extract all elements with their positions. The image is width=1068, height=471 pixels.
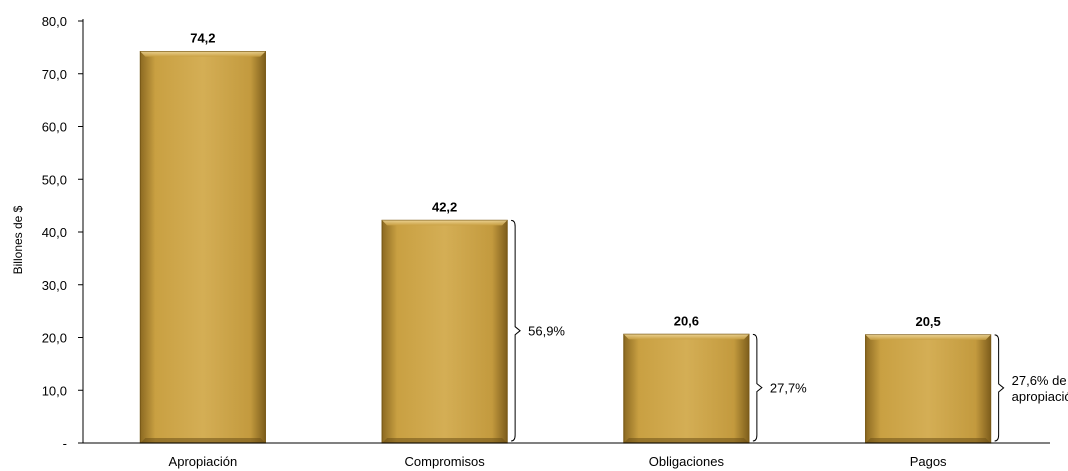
y-tick-label: 50,0	[42, 172, 67, 187]
y-tick-label: 60,0	[42, 120, 67, 135]
bar-body	[139, 50, 266, 444]
x-axis: Apropiación Compromisos Obligaciones Pagos	[83, 442, 1050, 469]
bracket	[511, 219, 521, 442]
bar-shade	[865, 438, 991, 443]
data-label: 74,2	[190, 31, 215, 46]
x-tick-label: Apropiación	[169, 454, 238, 469]
y-axis: - 10,0 20,0 30,0 40,0 50,0 60,0 70,0 80,0	[42, 14, 84, 451]
annotation-text: 56,9%	[528, 324, 565, 339]
bar-body	[623, 333, 750, 444]
bar-shade	[623, 438, 749, 443]
percentage-annotation: 27,6% de laapropiación Total	[994, 334, 1068, 442]
bar-apropiación: 74,2	[139, 31, 266, 444]
y-tick-label: 40,0	[42, 225, 67, 240]
y-tick-label: 70,0	[42, 67, 67, 82]
bar-bevel	[623, 334, 749, 340]
bar-shade	[140, 438, 266, 443]
bar-bevel	[865, 334, 991, 340]
y-tick-label: 20,0	[42, 331, 67, 346]
bracket	[752, 333, 763, 442]
bar-obligaciones: 20,6	[623, 313, 750, 444]
bar-shade	[382, 438, 508, 443]
data-label: 42,2	[432, 199, 457, 214]
percentage-annotation: 27,7%	[752, 333, 807, 442]
bar-compromisos: 42,2	[381, 199, 508, 444]
bracket	[994, 334, 1005, 442]
y-tick-label: 30,0	[42, 278, 67, 293]
data-label: 20,5	[915, 314, 940, 329]
x-tick-label: Compromisos	[405, 454, 486, 469]
bar-body	[381, 219, 508, 444]
bar-bevel	[382, 220, 508, 226]
annotation-text: 27,6% de la	[1012, 373, 1068, 388]
y-tick-label: 80,0	[42, 14, 67, 29]
x-tick-label: Pagos	[910, 454, 947, 469]
y-tick-label: 10,0	[42, 383, 67, 398]
annotation-text: 27,7%	[770, 381, 807, 396]
bar-bevel	[140, 51, 266, 57]
annotations: 56,9% 27,7% 27,6% de laapropiación Total	[511, 219, 1068, 442]
x-tick-label: Obligaciones	[649, 454, 725, 469]
bar-body	[865, 334, 992, 444]
percentage-annotation: 56,9%	[511, 219, 565, 442]
y-axis-label: Billones de $	[11, 205, 25, 274]
annotation-text: apropiación Total	[1012, 389, 1068, 404]
y-tick-label: -	[63, 436, 67, 451]
bar-pagos: 20,5	[865, 314, 992, 444]
data-label: 20,6	[674, 313, 699, 328]
bars: 74,2 42,2 20,6 20,5	[139, 31, 992, 444]
